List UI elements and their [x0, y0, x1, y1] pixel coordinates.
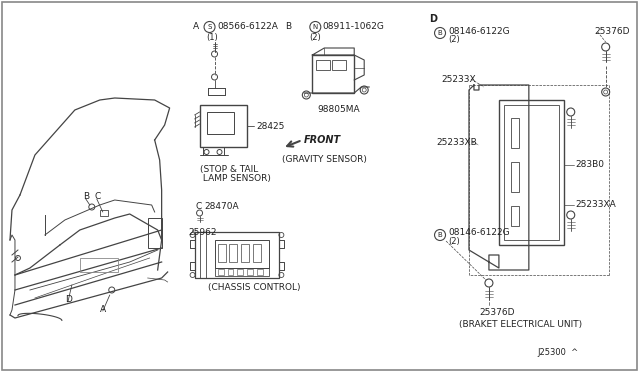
Text: 08146-6122G: 08146-6122G [448, 27, 509, 36]
Bar [218, 269, 223, 275]
Bar [504, 105, 559, 240]
Text: FRONT: FRONT [303, 135, 340, 145]
Bar [214, 268, 269, 276]
Text: B: B [285, 22, 291, 31]
Bar [207, 112, 234, 134]
Bar [227, 269, 234, 275]
Text: 98805MA: 98805MA [317, 105, 360, 114]
Text: (CHASSIS CONTROL): (CHASSIS CONTROL) [207, 283, 300, 292]
Text: LAMP SENSOR): LAMP SENSOR) [200, 174, 271, 183]
Text: 25233X: 25233X [441, 75, 476, 84]
Bar [230, 244, 237, 262]
Bar [316, 60, 330, 70]
Text: (GRAVITY SENSOR): (GRAVITY SENSOR) [282, 155, 367, 164]
Text: D: D [429, 14, 437, 24]
Text: 28425: 28425 [257, 122, 285, 131]
Text: 283B0: 283B0 [576, 160, 605, 169]
Bar [237, 269, 243, 275]
Text: (2): (2) [448, 35, 460, 44]
Bar [241, 244, 250, 262]
Text: (2): (2) [309, 33, 321, 42]
Text: B: B [83, 192, 89, 201]
Text: 25962: 25962 [189, 228, 217, 237]
Bar [257, 269, 264, 275]
Text: A: A [100, 305, 106, 314]
Text: B: B [438, 30, 442, 36]
Bar [218, 244, 225, 262]
Bar [200, 105, 248, 147]
Text: 25376D: 25376D [479, 308, 515, 317]
Bar [80, 258, 118, 272]
Text: (BRAKET ELECTRICAL UNIT): (BRAKET ELECTRICAL UNIT) [459, 320, 582, 329]
Bar [253, 244, 261, 262]
Text: 08146-6122G: 08146-6122G [448, 228, 509, 237]
Text: (STOP & TAIL: (STOP & TAIL [200, 165, 258, 174]
Text: 25233XA: 25233XA [576, 200, 616, 209]
Text: D: D [65, 295, 72, 304]
Text: A: A [193, 22, 198, 31]
Bar [100, 210, 108, 216]
Text: C: C [95, 192, 101, 201]
Text: N: N [313, 24, 318, 30]
Bar [511, 162, 519, 192]
Text: (2): (2) [448, 237, 460, 246]
Bar [214, 240, 269, 268]
Text: 08911-1062G: 08911-1062G [323, 22, 384, 31]
Text: C: C [196, 202, 202, 211]
Text: (1): (1) [207, 33, 218, 42]
Text: J25300  ^: J25300 ^ [538, 348, 579, 357]
Bar [332, 60, 346, 70]
Bar [511, 206, 519, 226]
Text: 28470A: 28470A [205, 202, 239, 211]
Bar [248, 269, 253, 275]
Bar [499, 100, 564, 245]
Text: 08566-6122A: 08566-6122A [218, 22, 278, 31]
Text: 25376D: 25376D [595, 27, 630, 36]
Text: S: S [207, 24, 212, 30]
Bar [312, 55, 354, 93]
Text: 25233XB: 25233XB [436, 138, 477, 147]
Text: B: B [438, 232, 442, 238]
Bar [511, 118, 519, 148]
